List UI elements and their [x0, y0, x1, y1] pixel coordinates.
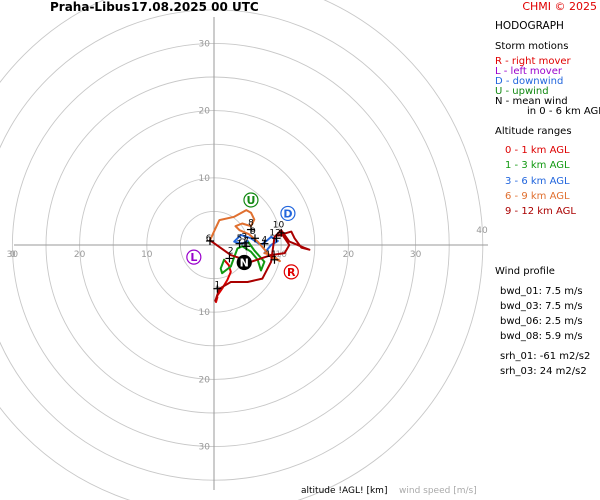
altitude-legend-0-1: 0 - 1 km AGL	[505, 145, 570, 156]
x-tick-label: 30	[410, 250, 422, 260]
storm-marker-label-r: R	[287, 266, 296, 279]
storm-motion-legend-d: D - downwind	[495, 76, 564, 87]
bwd-08: bwd_08: 5.9 m/s	[500, 331, 583, 342]
storm-marker-r	[283, 264, 299, 280]
altitude-label: 4	[262, 235, 268, 245]
storm-motion-legend-n: N - mean wind	[495, 96, 568, 107]
altitude-label: 1	[214, 280, 220, 290]
x-tick-label: 10	[141, 250, 153, 260]
storm-marker-label-d: D	[283, 207, 292, 220]
altitude-label: 10	[273, 221, 285, 231]
altitude-legend-6-9: 6 - 9 km AGL	[505, 191, 570, 202]
srh-03: srh_03: 24 m2/s2	[500, 366, 587, 377]
station-name: Praha-Libus	[50, 0, 131, 14]
panel-title: HODOGRAPH	[495, 20, 564, 32]
bwd-03: bwd_03: 7.5 m/s	[500, 301, 583, 312]
altitude-label: 9	[250, 227, 256, 237]
y-tick-label: 20	[199, 107, 211, 117]
altitude-label: 11	[265, 250, 276, 260]
y-tick-label: 10	[199, 174, 211, 184]
altitude-label: 12	[269, 229, 280, 239]
x-tick-label: 20	[74, 250, 86, 260]
mean-wind-note: in 0 - 6 km AGL	[527, 106, 600, 117]
storm-motion-markers: R L D U N	[186, 192, 299, 280]
storm-marker-label-n: N	[240, 256, 249, 269]
altitude-legend-1-3: 1 - 3 km AGL	[505, 160, 570, 171]
altitude-unit-label: altitude !AGL! [km]	[301, 486, 388, 496]
storm-marker-label-u: U	[246, 194, 255, 207]
altitude-label: 7	[243, 237, 249, 247]
hodograph-segment-1	[219, 240, 266, 275]
bwd-01: bwd_01: 7.5 m/s	[500, 286, 583, 297]
altitude-label: 8	[248, 219, 254, 229]
altitude-legend-3-6: 3 - 6 km AGL	[505, 176, 570, 187]
y-tick-label: 20	[199, 375, 211, 385]
y-tick-label: 10	[199, 308, 211, 318]
wind-speed-unit-label: wind speed [m/s]	[399, 486, 477, 496]
valid-time: 17.08.2025 00 UTC	[131, 0, 259, 14]
x-end-label: 40	[476, 226, 488, 236]
storm-marker-l	[186, 249, 202, 265]
hodograph-trace	[209, 209, 311, 304]
x-tick-label: 30	[7, 250, 19, 260]
altitude-legend-9-12: 9 - 12 km AGL	[505, 206, 576, 217]
altitude-label: 2	[228, 247, 234, 257]
bwd-06: bwd_06: 2.5 m/s	[500, 316, 583, 327]
x-tick-label: 10	[275, 250, 287, 260]
wind-profile-title: Wind profile	[495, 266, 555, 277]
y-tick-label: 30	[199, 39, 211, 49]
copyright: CHMI © 2025	[522, 0, 597, 13]
storm-marker-d	[280, 205, 296, 222]
x-tick-label: 0	[10, 250, 16, 260]
y-tick-label: 30	[199, 443, 211, 453]
hodograph-segment-4	[209, 229, 311, 302]
storm-motion-legend-l: L - left mover	[495, 66, 562, 77]
altitude-label: 3	[241, 233, 247, 243]
storm-marker-label-l: L	[190, 251, 197, 264]
storm-motion-legend-u: U - upwind	[495, 86, 549, 97]
x-tick-label: 20	[343, 250, 355, 260]
storm-marker-u	[243, 192, 259, 208]
altitude-label: 5	[237, 234, 243, 244]
altitude-label: 6	[206, 234, 212, 244]
storm-motion-legend-r: R - right mover	[495, 56, 571, 67]
srh-01: srh_01: -61 m2/s2	[500, 351, 591, 362]
storm-marker-n	[236, 254, 252, 271]
storm-motions-title: Storm motions	[495, 41, 569, 52]
altitude-ranges-title: Altitude ranges	[495, 126, 572, 137]
